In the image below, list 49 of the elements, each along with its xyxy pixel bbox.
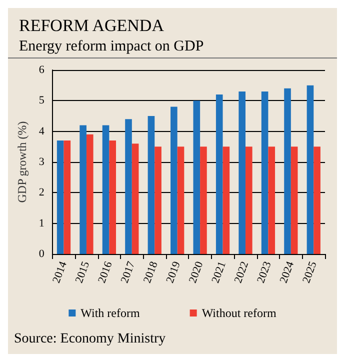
x-tick-label: 2022 [232,260,252,285]
chart-subtitle: Energy reform impact on GDP [19,38,204,54]
chart-title: REFORM AGENDA [19,16,165,35]
y-tick-label: 3 [38,156,45,168]
bar [261,91,268,254]
y-tick-label: 1 [38,217,44,230]
x-tick-label: 2021 [210,260,228,285]
bar [268,146,276,254]
y-tick-label: 6 [38,64,45,76]
bar [306,85,314,254]
x-tick-label: 2024 [278,259,297,285]
bar [238,91,246,254]
bar [109,140,116,254]
y-tick-label: 2 [38,186,44,199]
bar [170,106,178,254]
bar [284,88,291,254]
bar [216,94,223,254]
x-tick-label: 2023 [255,259,274,285]
bar [200,146,207,254]
bar [80,125,86,254]
x-tick-label: 2018 [141,259,160,285]
legend-label: With reform [80,306,140,320]
bar [102,125,110,254]
x-tick-label: 2017 [118,259,138,285]
bar [290,146,298,254]
bar [86,134,94,254]
bar [56,140,64,254]
y-axis-title: GDP growth (%) [15,121,29,203]
bar [132,144,139,254]
x-tick-label: 2019 [164,259,184,285]
y-tick-label: 0 [38,248,45,260]
bar [148,116,155,254]
bar [177,146,184,254]
legend-label: Without reform [202,306,277,320]
x-tick-label: 2016 [96,259,115,285]
x-tick-label: 2025 [300,259,320,285]
x-tick-label: 2020 [186,259,206,285]
bar [125,119,132,254]
bar [222,146,230,254]
x-tick-label: 2014 [50,259,70,285]
y-tick-label: 5 [38,94,45,107]
bar [154,146,162,254]
x-tick-label: 2015 [73,259,92,285]
bar [193,100,200,254]
source-note: Source: Economy Ministry [14,332,166,346]
bar [64,140,71,254]
y-tick-label: 4 [38,125,45,138]
bar [245,146,252,254]
bar [314,146,320,254]
